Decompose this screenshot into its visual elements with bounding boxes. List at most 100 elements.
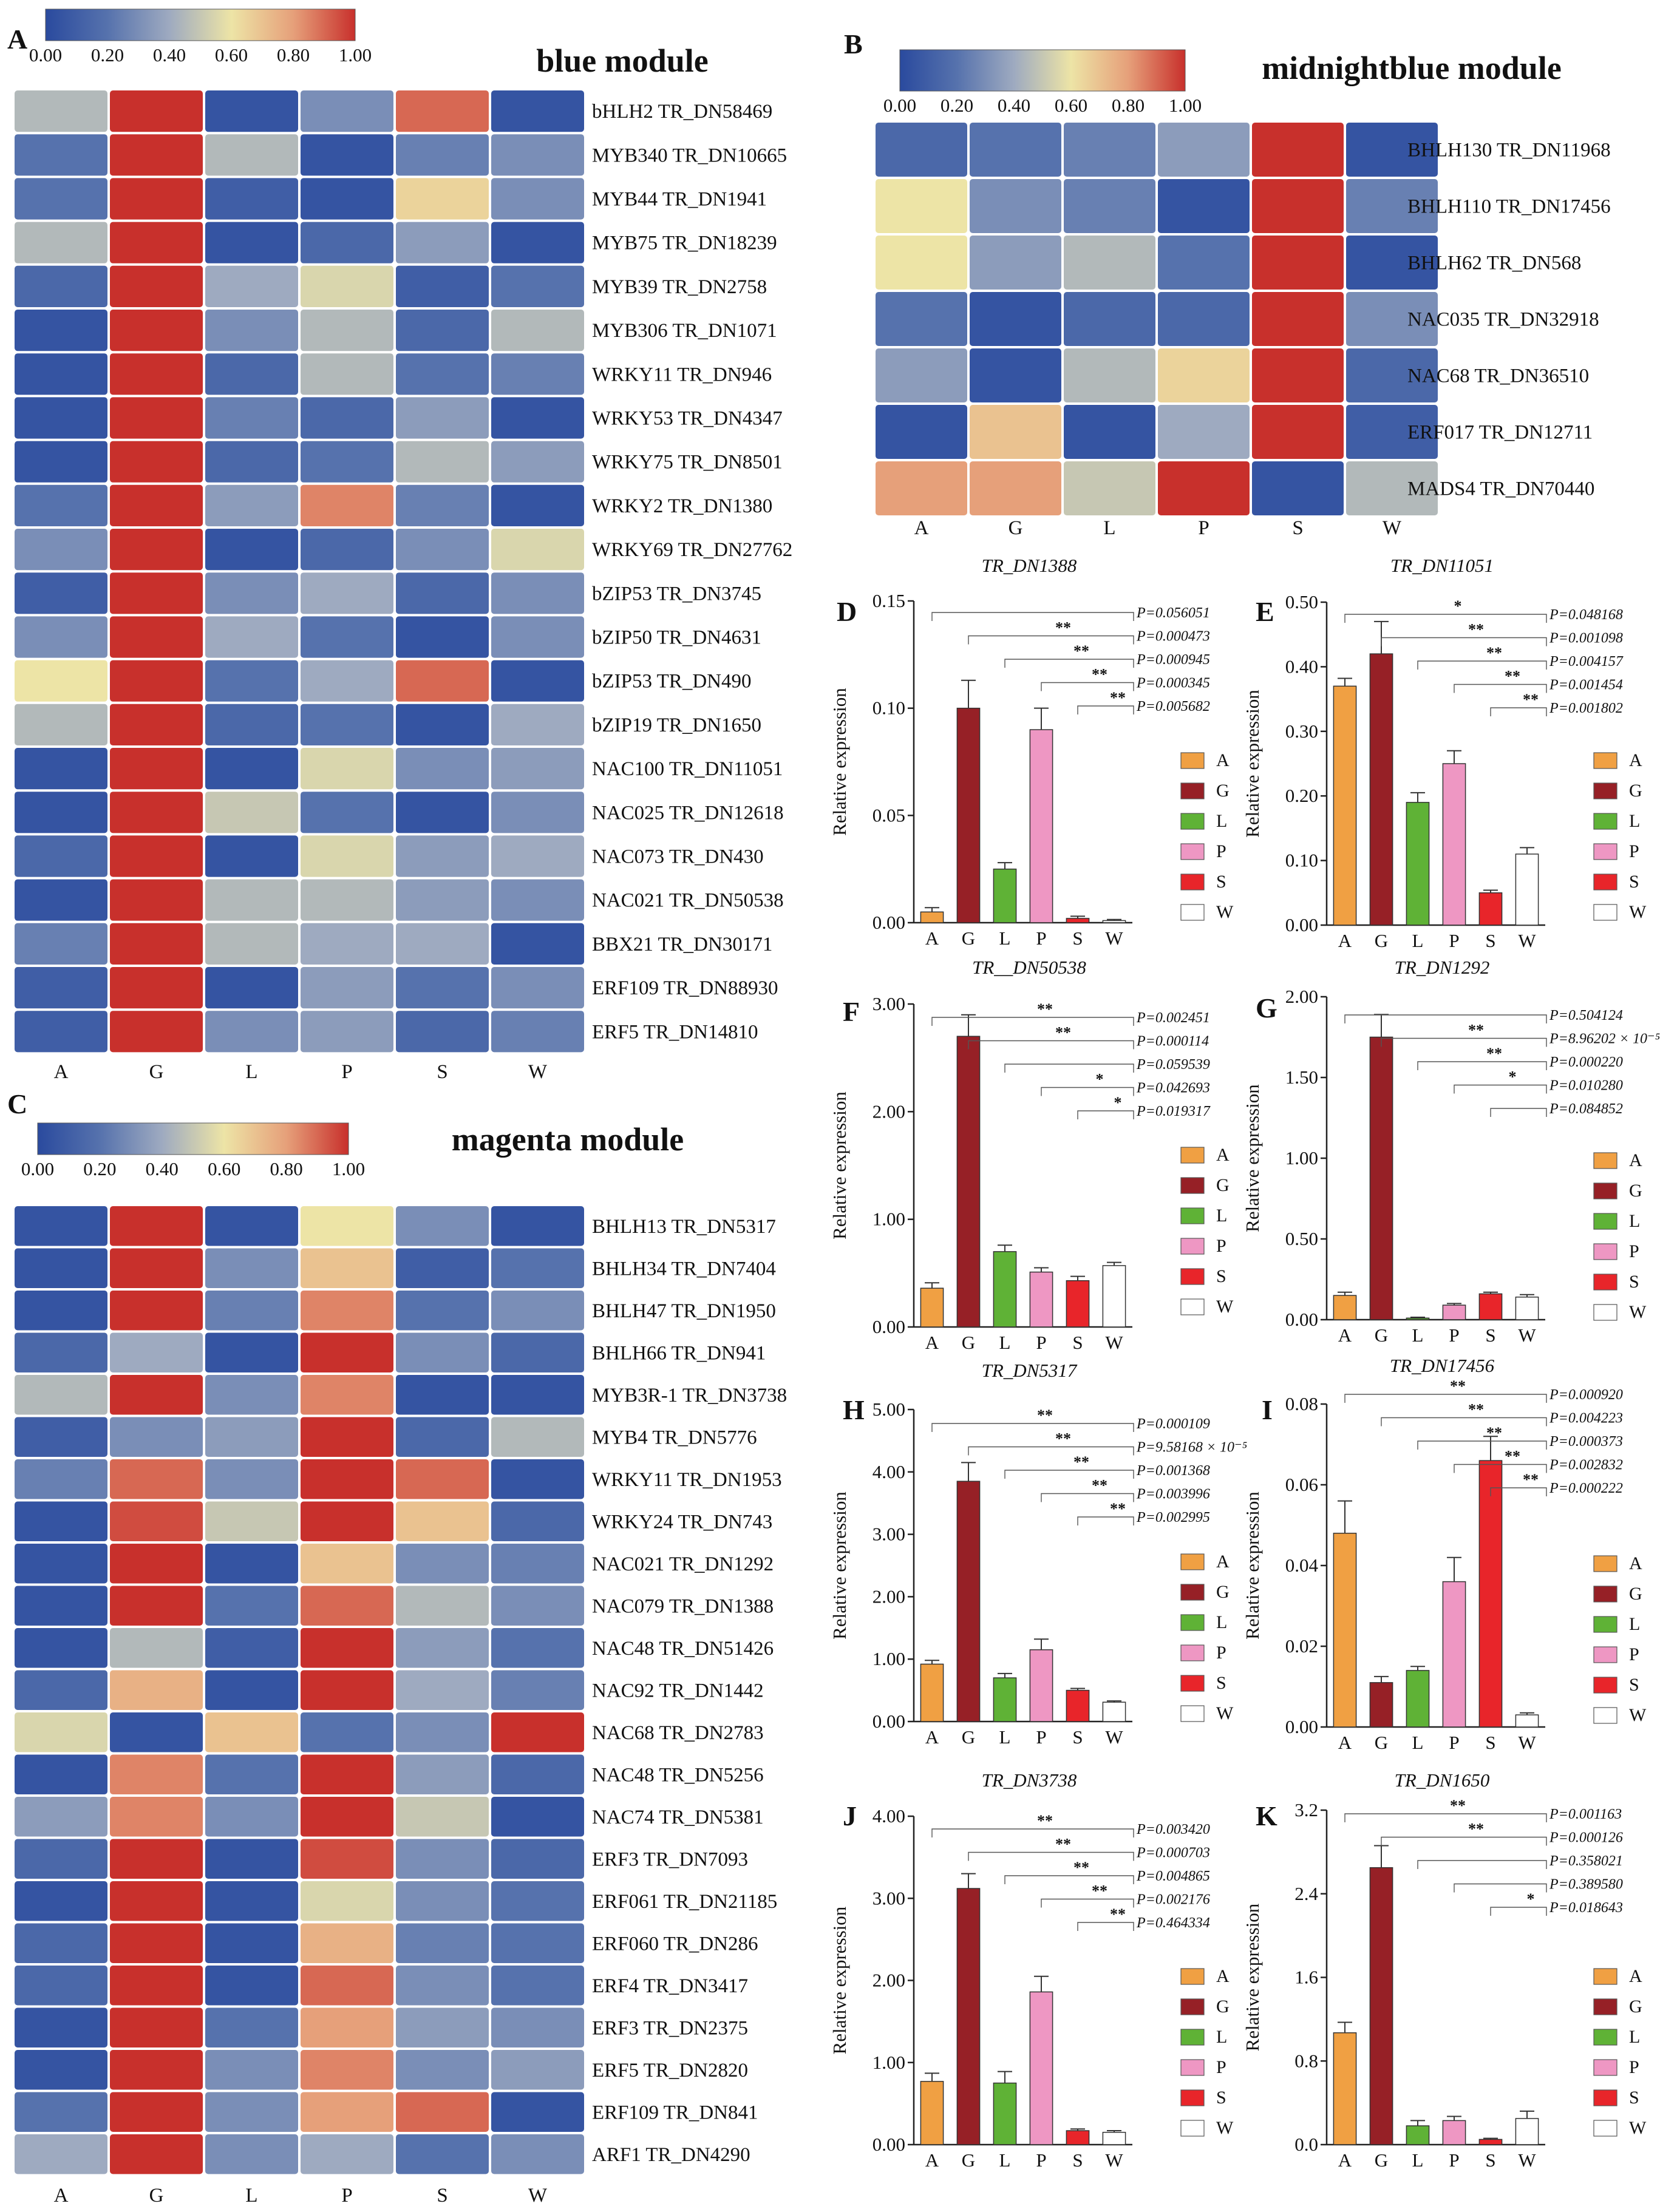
colorbar-tick: 0.60 xyxy=(1055,95,1087,116)
legend-label: S xyxy=(1629,1675,1639,1695)
module-title: midnightblue module xyxy=(1262,50,1562,86)
heatmap-cell xyxy=(491,616,584,658)
bar-chart-K: K TR_DN1650 0.0 0.8 1.6 2.4 3.2 Relative expres… xyxy=(1242,1769,1647,2171)
legend-label: A xyxy=(1629,1553,1642,1573)
significance-bracket xyxy=(1041,1493,1134,1502)
heatmap-cell xyxy=(396,704,489,745)
legend-swatch xyxy=(1593,2089,1617,2106)
heatmap-cell xyxy=(876,292,967,346)
y-tick-label: 0.30 xyxy=(1285,721,1318,742)
heatmap-cell xyxy=(110,923,203,965)
p-value: P=0.000220 xyxy=(1549,1054,1623,1070)
x-tick-label: P xyxy=(1036,1726,1046,1748)
bar xyxy=(993,868,1017,923)
heatmap-cell xyxy=(15,1628,107,1668)
significance-bracket xyxy=(1381,637,1547,646)
x-tick-label: G xyxy=(962,2149,975,2171)
heatmap-cell xyxy=(110,1501,203,1541)
panel-label: H xyxy=(843,1394,865,1425)
p-value: P=0.000345 xyxy=(1136,676,1210,691)
legend-label: S xyxy=(1216,872,1226,892)
heatmap-col-label: W xyxy=(1383,517,1402,539)
bar xyxy=(1333,1533,1357,1728)
y-tick-label: 0.00 xyxy=(873,2134,905,2155)
x-tick-label: L xyxy=(1412,1325,1424,1346)
heatmap-cell xyxy=(491,704,584,745)
p-value: P=0.001802 xyxy=(1549,701,1623,716)
y-tick-label: 0.00 xyxy=(873,1711,905,1732)
heatmap-cell xyxy=(205,1923,298,1963)
y-tick-label: 0.05 xyxy=(873,804,905,826)
bar xyxy=(1406,802,1430,926)
legend-swatch xyxy=(1180,1968,1205,1985)
legend-swatch xyxy=(1593,2059,1617,2076)
y-tick-label: 0.00 xyxy=(873,912,905,933)
heatmap-cell xyxy=(205,529,298,571)
legend-swatch xyxy=(1593,843,1617,860)
legend-swatch xyxy=(1593,782,1617,799)
heatmap-cell xyxy=(396,484,489,526)
significance-bracket xyxy=(1077,1516,1134,1525)
chart-title: TR_DN3738 xyxy=(982,1769,1077,1791)
colorbar-tick: 0.80 xyxy=(270,1158,302,1179)
p-value: P=0.019317 xyxy=(1136,1104,1211,1119)
colorbar-gradient xyxy=(899,49,1186,92)
heatmap-cell xyxy=(491,529,584,571)
y-tick-label: 0.08 xyxy=(1285,1393,1318,1414)
heatmap-cell xyxy=(15,748,107,790)
legend-swatch xyxy=(1593,1616,1617,1633)
heatmap-cell xyxy=(1064,292,1155,346)
legend-label: L xyxy=(1629,1614,1640,1634)
legend-swatch xyxy=(1593,2029,1617,2046)
legend-swatch xyxy=(1593,1213,1617,1230)
heatmap-cell xyxy=(110,2134,203,2174)
x-tick-label: A xyxy=(925,1726,939,1748)
heatmap-cell xyxy=(491,222,584,263)
legend-swatch xyxy=(1180,874,1205,891)
significance-bracket xyxy=(1490,1907,1547,1916)
heatmap-cell xyxy=(876,461,967,515)
heatmap-cell xyxy=(205,134,298,176)
x-tick-label: S xyxy=(1072,1332,1083,1353)
x-tick-label: P xyxy=(1449,930,1459,951)
significance-stars: ** xyxy=(1073,1859,1089,1876)
panel-label: K xyxy=(1256,1800,1277,1831)
heatmap-cell xyxy=(110,310,203,351)
heatmap-cell xyxy=(15,484,107,526)
significance-stars: * xyxy=(1454,597,1462,615)
heatmap-cell xyxy=(15,1375,107,1415)
bar xyxy=(956,707,981,923)
heatmap-cell xyxy=(876,179,967,233)
legend-swatch xyxy=(1180,1268,1205,1285)
significance-stars: ** xyxy=(1468,1401,1484,1419)
x-tick-label: W xyxy=(1105,2149,1123,2171)
significance-bracket xyxy=(931,1017,1134,1026)
bar xyxy=(920,1663,944,1722)
bar-chart-H: H TR_DN5317 0.00 1.00 2.00 3.00 4.00 5.00 Relati… xyxy=(829,1360,1247,1748)
x-tick-label: G xyxy=(962,1726,975,1748)
legend-label: L xyxy=(1216,1206,1227,1226)
heatmap-cell xyxy=(15,134,107,176)
x-tick-label: S xyxy=(1072,2149,1083,2171)
heatmap-cell xyxy=(15,1332,107,1372)
heatmap-cell xyxy=(1064,405,1155,459)
colorbar-tick: 0.20 xyxy=(941,95,973,116)
y-tick-label: 0.0 xyxy=(1294,2134,1318,2155)
p-value: P=0.001368 xyxy=(1136,1463,1210,1479)
heatmap-cell xyxy=(110,90,203,132)
heatmap-cell xyxy=(491,1797,584,1837)
p-value: P=0.010280 xyxy=(1549,1078,1623,1094)
x-tick-label: G xyxy=(962,1332,975,1353)
legend-swatch xyxy=(1593,1304,1617,1321)
heatmap-cell xyxy=(110,178,203,220)
legend-label: W xyxy=(1216,1297,1234,1317)
bar xyxy=(1029,1271,1053,1328)
heatmap-cell xyxy=(205,1670,298,1710)
legend-label: G xyxy=(1629,1181,1642,1201)
legend-swatch xyxy=(1593,1677,1617,1694)
p-value: P=0.042693 xyxy=(1136,1081,1210,1096)
heatmap-cell xyxy=(491,397,584,439)
x-tick-label: G xyxy=(962,928,975,949)
heatmap-cell xyxy=(15,1586,107,1626)
x-tick-label: W xyxy=(1105,928,1123,949)
